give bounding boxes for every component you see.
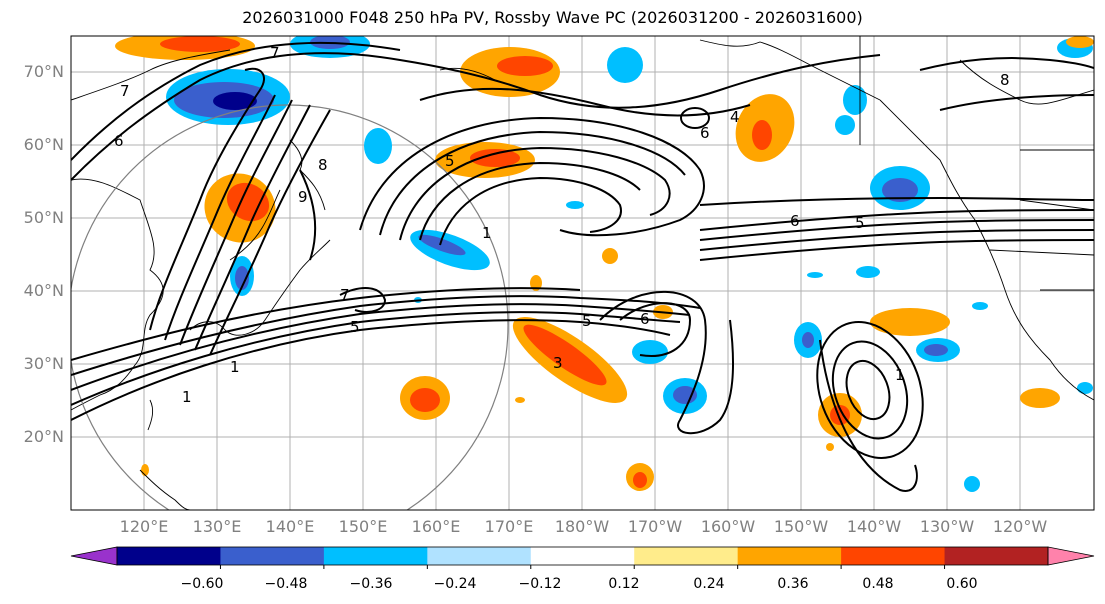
contour-label: 1: [182, 388, 192, 406]
contour-label: 8: [1000, 71, 1010, 89]
colorbar-segment: [944, 547, 1049, 565]
lat-label: 70°N: [23, 62, 64, 81]
lon-label: 150°E: [338, 517, 388, 536]
lon-label: 160°E: [411, 517, 461, 536]
contour-label: 9: [298, 188, 308, 206]
lat-label: 50°N: [23, 208, 64, 227]
colorbar-segment: [530, 547, 635, 565]
colorbar-segment: [323, 547, 428, 565]
colorbar-tick: −0.24: [433, 576, 477, 592]
map-frame: [70, 35, 1095, 511]
colorbar-outline: [116, 546, 1049, 566]
colorbar-segment: [634, 547, 739, 565]
lon-label: 120°E: [119, 517, 169, 536]
lat-label: 60°N: [23, 135, 64, 154]
contour-label: 7: [340, 286, 350, 304]
pv-contours: [71, 41, 1094, 492]
reference-circle: [71, 104, 509, 510]
contour-label: 5: [582, 312, 592, 330]
colorbar-tick: 0.36: [777, 576, 809, 592]
colorbar-segment: [841, 547, 946, 565]
lat-label: 20°N: [23, 427, 64, 446]
contour-label: 1: [895, 366, 905, 384]
colorbar-tick: −0.48: [264, 576, 308, 592]
lon-label: 180°W: [554, 517, 610, 536]
colorbar-segment: [220, 547, 325, 565]
colorbar-tick: −0.60: [180, 576, 224, 592]
contour-label: 1: [482, 224, 492, 242]
lat-label: 40°N: [23, 281, 64, 300]
lon-label: 150°W: [773, 517, 829, 536]
contour-label: 7: [270, 44, 280, 62]
contour-label: 5: [350, 318, 360, 336]
lon-label: 120°W: [992, 517, 1048, 536]
colorbar-extend-low: [70, 546, 118, 566]
contour-label: 7: [120, 82, 130, 100]
colorbar-tick: −0.36: [349, 576, 393, 592]
lon-label: 140°W: [846, 517, 902, 536]
colorbar-tick: 0.60: [946, 576, 978, 592]
lon-label: 160°W: [700, 517, 756, 536]
colorbar-extend-high: [1047, 546, 1095, 566]
lon-label: 130°E: [192, 517, 242, 536]
pv-anomaly-shading: [115, 36, 1094, 492]
colorbar-segment: [427, 547, 532, 565]
contour-label: 6: [790, 212, 800, 230]
lon-label: 140°E: [265, 517, 315, 536]
map-title: 2026031000 F048 250 hPa PV, Rossby Wave …: [242, 8, 863, 27]
contour-label: 1: [230, 358, 240, 376]
contour-labels: 7 6 8 9 1 5 6 5 1 4 3 6 7 5 1 1 6 5 7 8: [114, 44, 1010, 406]
lon-label: 130°W: [919, 517, 975, 536]
colorbar: [70, 546, 1095, 569]
colorbar-segment: [737, 547, 842, 565]
contour-label: 3: [553, 354, 563, 372]
colorbar-segment: [117, 547, 221, 565]
colorbar-tick: 0.24: [693, 576, 725, 592]
lon-label: 170°E: [484, 517, 534, 536]
contour-label: 6: [640, 310, 650, 328]
contour-label: 5: [855, 214, 865, 232]
contour-label: 6: [700, 124, 710, 142]
contour-label: 4: [730, 108, 740, 126]
contour-label: 5: [445, 152, 455, 170]
colorbar-tick: 0.12: [608, 576, 640, 592]
colorbar-tick: 0.48: [862, 576, 894, 592]
lon-label: 170°W: [627, 517, 683, 536]
contour-label: 6: [114, 132, 124, 150]
graticule: [71, 36, 1094, 510]
lat-label: 30°N: [23, 354, 64, 373]
contour-label: 8: [318, 156, 328, 174]
colorbar-tick: −0.12: [518, 576, 562, 592]
